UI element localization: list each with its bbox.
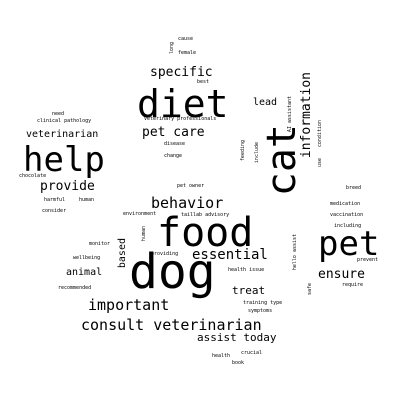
word-prevent: prevent (357, 257, 379, 263)
word-breed: breed (346, 185, 362, 191)
word-essential: essential (192, 247, 268, 263)
word-including: including (334, 223, 362, 229)
word-animal: animal (66, 267, 103, 278)
word-safe: safe (307, 283, 313, 296)
word-based: based (117, 238, 128, 269)
word-include: include (254, 142, 260, 164)
word-diet: diet (137, 82, 229, 126)
word-training-type: training type (243, 300, 283, 306)
word-best: best (197, 79, 210, 85)
word-food: food (157, 210, 254, 256)
word-health-issue: health issue (228, 267, 265, 273)
word-pet-owner: pet owner (177, 183, 205, 189)
word-change: change (164, 153, 183, 159)
word-medication: medication (330, 201, 361, 207)
word-veterinary-professionals: veterinary professionals (144, 116, 217, 122)
word-use: use (317, 158, 323, 168)
word-lead: lead (253, 97, 278, 108)
word-help: help (23, 140, 105, 180)
word-harmful: harmful (44, 197, 66, 203)
word-ai-assistant: AI assistant (287, 96, 293, 133)
word-long: long (169, 42, 175, 55)
word-chocolate: chocolate (19, 173, 47, 179)
word-feeding: feeding (240, 140, 246, 162)
word-condition: condition (317, 120, 323, 148)
word-specific: specific (150, 65, 213, 80)
word-information: information (299, 72, 314, 159)
word-cause: cause (178, 36, 194, 42)
word-wellbeing: wellbeing (73, 255, 101, 261)
word-behavior: behavior (151, 194, 224, 212)
word-taillab-advisory: taillab advisory (181, 212, 230, 218)
word-vaccination: vaccination (330, 212, 364, 218)
word-consider: consider (42, 208, 67, 214)
word-health: health (212, 353, 231, 359)
word-need: need (52, 111, 65, 117)
word-monitor: monitor (89, 241, 111, 247)
word-treat: treat (232, 284, 266, 297)
word-veterinarian: veterinarian (26, 129, 99, 140)
word-dog: dog (129, 244, 216, 300)
word-female: female (178, 50, 197, 56)
word-environment: environment (123, 211, 157, 217)
word-require: require (342, 282, 364, 288)
word-cat: cat (259, 124, 305, 197)
word-disease: disease (164, 141, 186, 147)
word-assist-today: assist today (197, 331, 277, 344)
word-ensure: ensure (318, 267, 365, 282)
word-pet-care: pet care (142, 125, 205, 140)
word-pet: pet (318, 224, 380, 264)
word-symptoms: symptoms (248, 308, 273, 314)
word-book: book (232, 360, 245, 366)
word-crucial: crucial (241, 350, 263, 356)
word-important: important (88, 296, 170, 314)
word-provide: provide (40, 179, 95, 194)
word-consult-veterinarian: consult veterinarian (81, 316, 262, 334)
word-clinical-pathology: clinical pathology (37, 118, 92, 124)
word-providing: providing (151, 251, 179, 257)
word-hello-assist: hello assist (292, 234, 298, 271)
word-human-vertical: human (141, 226, 147, 242)
word-recommended: recommended (58, 285, 92, 291)
word-human: human (79, 197, 95, 203)
